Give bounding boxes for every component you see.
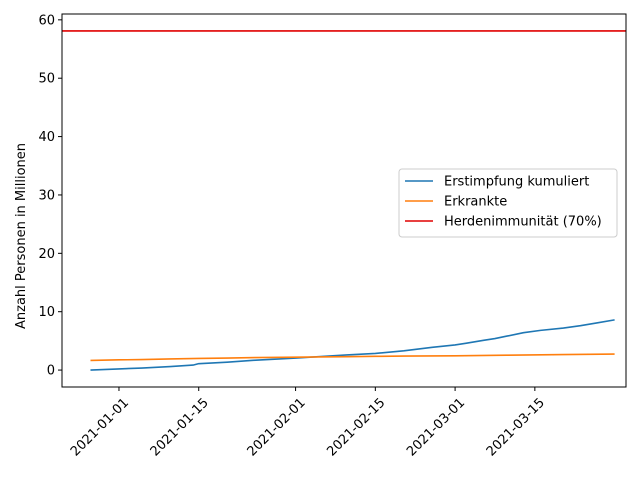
x-tick-label-3: 2021-02-01 — [245, 395, 309, 459]
y-tick-label-2: 10 — [38, 305, 55, 320]
legend-box — [398, 168, 618, 238]
legend-label-3: Herdenimmunität (70%) — [444, 215, 602, 230]
y-tick-label-3: 20 — [38, 247, 55, 262]
y-tick-label-7: 60 — [38, 13, 55, 28]
legend-label-2: Erkrankte — [444, 195, 507, 210]
x-tick-label-6: 2021-03-15 — [484, 395, 548, 459]
legend-label-1: Erstimpfung kumuliert — [444, 175, 589, 190]
x-tick-label-1: 2021-01-01 — [68, 395, 132, 459]
x-tick-label-2: 2021-01-15 — [148, 395, 212, 459]
y-tick-label-4: 30 — [38, 188, 55, 203]
y-tick-label-1: 0 — [47, 364, 55, 379]
x-tick-label-4: 2021-02-15 — [324, 395, 388, 459]
series-line-1 — [90, 319, 615, 371]
plot-area — [61, 13, 627, 388]
y-axis: 0 10 20 30 40 50 60 — [38, 13, 62, 379]
x-axis: 2021-01-01 2021-01-15 2021-02-01 2021-02-15… — [68, 387, 548, 459]
y-tick-label-5: 40 — [38, 130, 55, 145]
series-line-2 — [90, 353, 615, 362]
y-axis-title: Anzahl Personen in Millionen — [14, 143, 29, 329]
legend: Erstimpfung kumuliert Erkrankte Herdenimmu… — [398, 168, 618, 238]
y-tick-label-6: 50 — [38, 72, 55, 87]
x-tick-label-5: 2021-03-01 — [404, 395, 468, 459]
plot-frame — [61, 13, 627, 388]
